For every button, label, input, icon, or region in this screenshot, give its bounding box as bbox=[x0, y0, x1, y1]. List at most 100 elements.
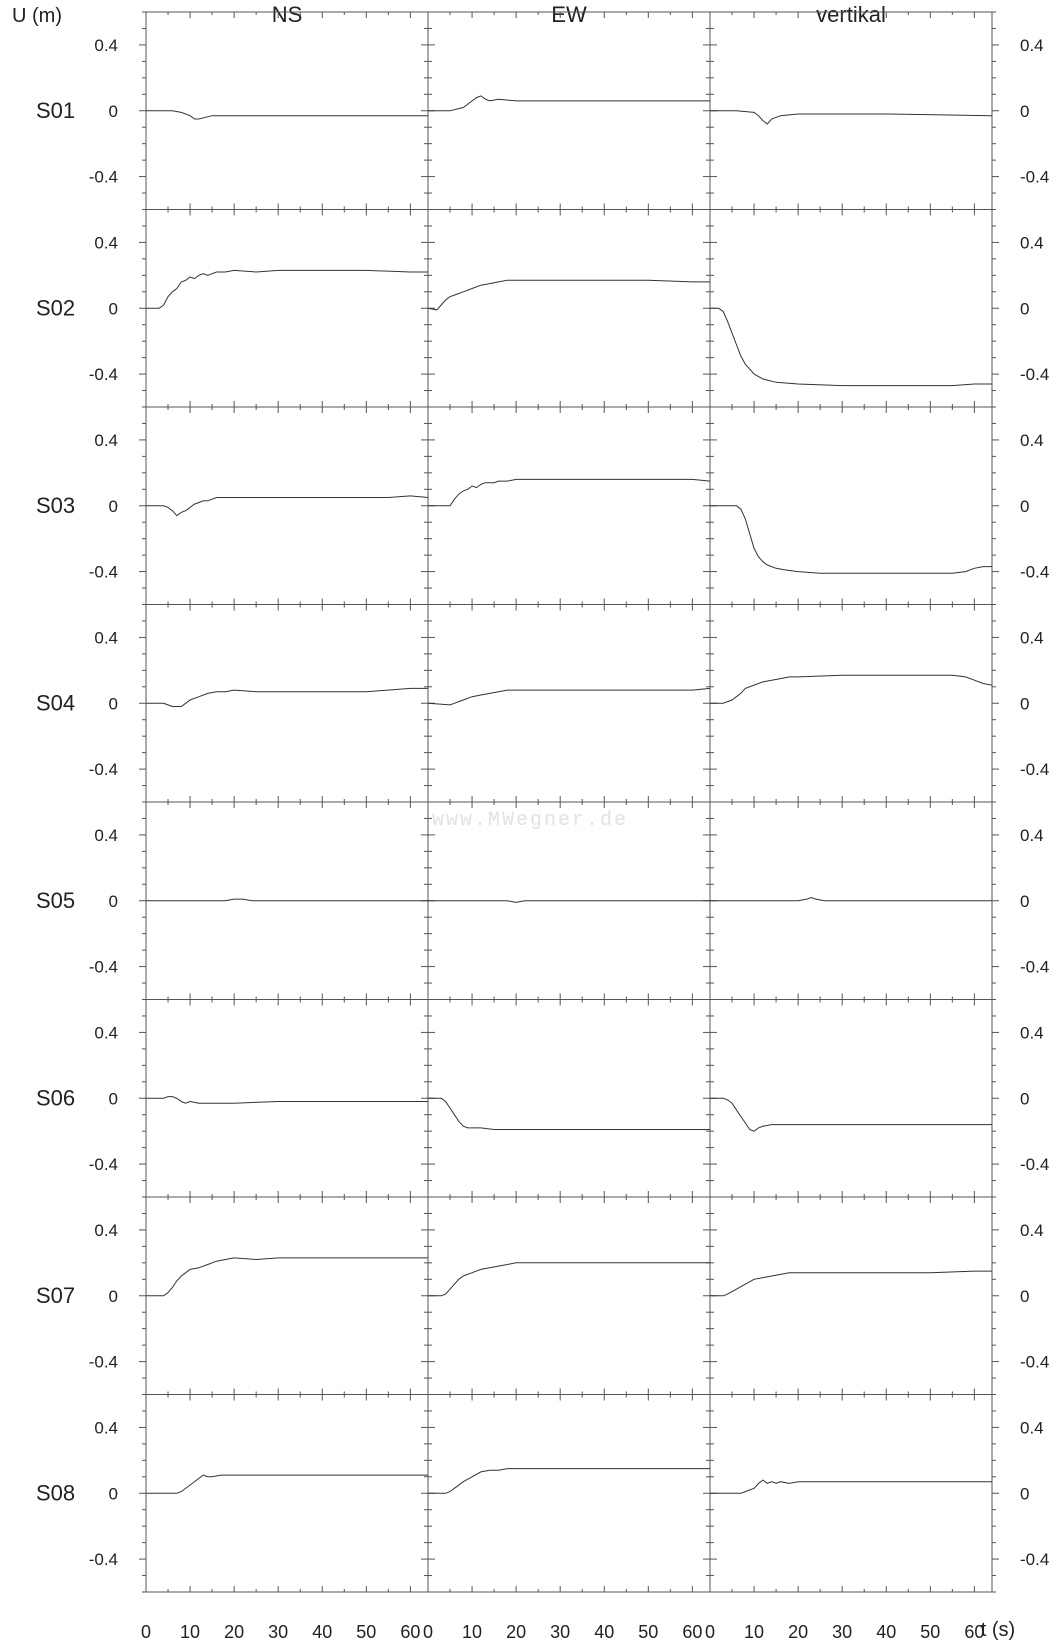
y-tick-label-left: -0.4 bbox=[89, 958, 118, 977]
y-tick-label-left: -0.4 bbox=[89, 563, 118, 582]
x-tick-label: 50 bbox=[638, 1622, 658, 1642]
trace-S06-NS bbox=[146, 1096, 428, 1104]
trace-S01-NS bbox=[146, 110, 428, 120]
trace-S05-NS bbox=[146, 898, 428, 902]
y-tick-label-left: 0 bbox=[109, 892, 118, 911]
x-tick-label: 40 bbox=[594, 1622, 614, 1642]
x-tick-label: 30 bbox=[268, 1622, 288, 1642]
station-label: S04 bbox=[36, 690, 75, 715]
y-tick-label-right: 0.4 bbox=[1020, 36, 1044, 55]
y-tick-label-right: 0 bbox=[1020, 1287, 1029, 1306]
station-row-S05: S05 0.4 0.4 0 0 -0.4 -0.4 bbox=[36, 801, 1049, 1000]
column-header-0: NS bbox=[272, 2, 303, 27]
trace-S07-EW bbox=[428, 1262, 710, 1297]
x-tick-label: 50 bbox=[356, 1622, 376, 1642]
x-tick-label: 40 bbox=[876, 1622, 896, 1642]
trace-S07-vertikal bbox=[710, 1270, 992, 1297]
y-tick-label-right: 0 bbox=[1020, 892, 1029, 911]
y-tick-label-right: 0.4 bbox=[1020, 233, 1044, 252]
x-tick-label: 20 bbox=[788, 1622, 808, 1642]
y-tick-label-right: -0.4 bbox=[1020, 958, 1049, 977]
y-tick-label-left: 0 bbox=[109, 497, 118, 516]
trace-S01-EW bbox=[428, 95, 710, 112]
y-tick-label-right: 0.4 bbox=[1020, 431, 1044, 450]
y-tick-label-right: -0.4 bbox=[1020, 1550, 1049, 1569]
y-tick-label-left: -0.4 bbox=[89, 1550, 118, 1569]
y-tick-label-left: 0 bbox=[109, 1287, 118, 1306]
watermark-text: www.MWegner.de bbox=[432, 809, 628, 832]
trace-S05-vertikal bbox=[710, 896, 992, 902]
y-tick-label-left: -0.4 bbox=[89, 1353, 118, 1372]
y-tick-label-right: -0.4 bbox=[1020, 1353, 1049, 1372]
y-tick-label-left: 0 bbox=[109, 694, 118, 713]
y-tick-label-left: 0.4 bbox=[94, 233, 118, 252]
y-tick-label-left: -0.4 bbox=[89, 365, 118, 384]
x-tick-label: 0 bbox=[141, 1622, 151, 1642]
x-tick-label: 40 bbox=[312, 1622, 332, 1642]
y-tick-label-right: 0.4 bbox=[1020, 826, 1044, 845]
trace-S08-NS bbox=[146, 1474, 428, 1494]
column-header-1: EW bbox=[551, 2, 587, 27]
y-tick-label-left: -0.4 bbox=[89, 1155, 118, 1174]
station-row-S08: S08 0.4 0.4 0 0 -0.4 -0.4 bbox=[36, 1394, 1049, 1593]
x-tick-label: 0 bbox=[705, 1622, 715, 1642]
y-tick-label-left: -0.4 bbox=[89, 760, 118, 779]
x-tick-label: 30 bbox=[832, 1622, 852, 1642]
y-tick-label-right: 0 bbox=[1020, 102, 1029, 121]
y-tick-label-right: -0.4 bbox=[1020, 1155, 1049, 1174]
station-row-S03: S03 0.4 0.4 0 0 -0.4 -0.4 bbox=[36, 406, 1049, 605]
trace-S03-EW bbox=[428, 478, 711, 507]
trace-S01-vertikal bbox=[710, 110, 993, 125]
y-tick-label-right: 0.4 bbox=[1020, 1023, 1044, 1042]
y-tick-label-right: -0.4 bbox=[1020, 760, 1049, 779]
trace-S04-vertikal bbox=[710, 674, 993, 704]
x-tick-label: 20 bbox=[506, 1622, 526, 1642]
y-tick-label-left: 0.4 bbox=[94, 628, 118, 647]
trace-S07-NS bbox=[146, 1257, 428, 1297]
trace-S08-EW bbox=[428, 1468, 710, 1494]
x-tick-label: 0 bbox=[423, 1622, 433, 1642]
station-label: S08 bbox=[36, 1480, 75, 1505]
station-label: S06 bbox=[36, 1085, 75, 1110]
station-row-S02: S02 0.4 0.4 0 0 -0.4 -0.4 bbox=[36, 209, 1049, 408]
station-row-S07: S07 0.4 0.4 0 0 -0.4 -0.4 bbox=[36, 1196, 1049, 1395]
y-tick-label-right: 0 bbox=[1020, 694, 1029, 713]
y-tick-label-left: -0.4 bbox=[89, 168, 118, 187]
trace-S03-vertikal bbox=[710, 505, 992, 574]
station-label: S01 bbox=[36, 98, 75, 123]
trace-S03-NS bbox=[146, 495, 429, 517]
trace-S04-NS bbox=[146, 687, 428, 707]
x-tick-label: 10 bbox=[744, 1622, 764, 1642]
station-row-S01: S01 0.4 0.4 0 0 -0.4 -0.4 bbox=[36, 11, 1049, 210]
trace-S06-EW bbox=[428, 1097, 710, 1130]
column-headers: NS EW vertikal bbox=[272, 2, 886, 27]
y-tick-label-right: 0 bbox=[1020, 1089, 1029, 1108]
y-tick-label-left: 0.4 bbox=[94, 1418, 118, 1437]
y-tick-label-right: -0.4 bbox=[1020, 563, 1049, 582]
trace-S02-NS bbox=[146, 269, 428, 309]
y-tick-label-left: 0 bbox=[109, 1089, 118, 1108]
station-row-S04: S04 0.4 0.4 0 0 -0.4 -0.4 bbox=[36, 604, 1049, 803]
y-tick-label-right: 0.4 bbox=[1020, 1221, 1044, 1240]
y-tick-label-left: 0.4 bbox=[94, 36, 118, 55]
trace-S02-vertikal bbox=[710, 307, 992, 387]
y-tick-label-left: 0 bbox=[109, 102, 118, 121]
y-tick-label-left: 0.4 bbox=[94, 431, 118, 450]
x-tick-label: 20 bbox=[224, 1622, 244, 1642]
trace-S06-vertikal bbox=[710, 1097, 992, 1132]
y-tick-label-left: 0.4 bbox=[94, 1221, 118, 1240]
station-label: S05 bbox=[36, 888, 75, 913]
trace-S08-vertikal bbox=[710, 1479, 992, 1494]
x-tick-label: 60 bbox=[400, 1622, 420, 1642]
x-tick-label: 10 bbox=[180, 1622, 200, 1642]
trace-S04-EW bbox=[427, 687, 711, 706]
y-tick-label-right: -0.4 bbox=[1020, 365, 1049, 384]
y-tick-label-right: 0 bbox=[1020, 497, 1029, 516]
station-label: S07 bbox=[36, 1283, 75, 1308]
y-tick-label-right: -0.4 bbox=[1020, 168, 1049, 187]
y-tick-label-left: 0 bbox=[109, 299, 118, 318]
trace-S05-EW bbox=[428, 900, 710, 903]
y-tick-label-right: 0 bbox=[1020, 1484, 1029, 1503]
column-header-2: vertikal bbox=[816, 2, 886, 27]
